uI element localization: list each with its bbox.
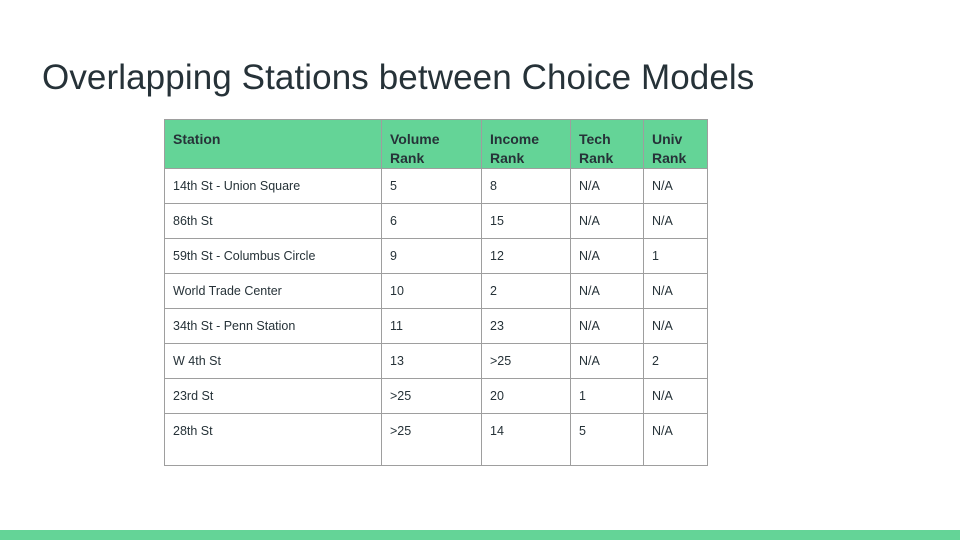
cell-income-rank: 2 — [481, 273, 571, 309]
cell-volume-rank: >25 — [381, 413, 482, 466]
cell-univ-rank: N/A — [643, 308, 708, 344]
cell-volume-rank: 13 — [381, 343, 482, 379]
station-rank-table: Station Volume Rank Income Rank Tech Ran… — [164, 119, 708, 466]
header-volume-rank: Volume Rank — [381, 119, 482, 169]
cell-volume-rank: 11 — [381, 308, 482, 344]
cell-station: 23rd St — [164, 378, 382, 414]
cell-univ-rank: N/A — [643, 413, 708, 466]
cell-station: 59th St - Columbus Circle — [164, 238, 382, 274]
table-row: 23rd St >25 20 1 N/A — [164, 378, 708, 414]
cell-income-rank: 23 — [481, 308, 571, 344]
cell-volume-rank: 9 — [381, 238, 482, 274]
header-label-line1: Volume — [390, 131, 440, 147]
cell-station: 86th St — [164, 203, 382, 239]
header-univ-rank: Univ Rank — [643, 119, 708, 169]
cell-station: 34th St - Penn Station — [164, 308, 382, 344]
cell-univ-rank: 2 — [643, 343, 708, 379]
table-row: 28th St >25 14 5 N/A — [164, 413, 708, 466]
cell-income-rank: 14 — [481, 413, 571, 466]
header-label-line2: Rank — [652, 150, 687, 166]
cell-tech-rank: N/A — [570, 203, 644, 239]
cell-tech-rank: N/A — [570, 343, 644, 379]
header-label-line2: Rank — [490, 150, 525, 166]
cell-tech-rank: N/A — [570, 273, 644, 309]
cell-station: World Trade Center — [164, 273, 382, 309]
cell-univ-rank: N/A — [643, 378, 708, 414]
header-station: Station — [164, 119, 382, 169]
cell-tech-rank: 5 — [570, 413, 644, 466]
cell-tech-rank: N/A — [570, 238, 644, 274]
cell-income-rank: >25 — [481, 343, 571, 379]
cell-volume-rank: 10 — [381, 273, 482, 309]
slide-title: Overlapping Stations between Choice Mode… — [42, 58, 755, 97]
table-row: 59th St - Columbus Circle 9 12 N/A 1 — [164, 238, 708, 274]
cell-univ-rank: N/A — [643, 273, 708, 309]
cell-univ-rank: N/A — [643, 168, 708, 204]
cell-station: 14th St - Union Square — [164, 168, 382, 204]
header-label-line1: Income — [490, 131, 540, 147]
table-row: 14th St - Union Square 5 8 N/A N/A — [164, 168, 708, 204]
cell-station: 28th St — [164, 413, 382, 466]
header-label-line2: Rank — [579, 150, 614, 166]
header-label-line1: Tech — [579, 131, 611, 147]
cell-univ-rank: 1 — [643, 238, 708, 274]
header-label-line1: Univ — [652, 131, 683, 147]
footer-accent-bar — [0, 530, 960, 540]
header-station-label: Station — [173, 131, 221, 147]
table-row: 86th St 6 15 N/A N/A — [164, 203, 708, 239]
table-row: 34th St - Penn Station 11 23 N/A N/A — [164, 308, 708, 344]
header-label-line2: Rank — [390, 150, 425, 166]
cell-tech-rank: 1 — [570, 378, 644, 414]
cell-volume-rank: 6 — [381, 203, 482, 239]
cell-univ-rank: N/A — [643, 203, 708, 239]
table-header-row: Station Volume Rank Income Rank Tech Ran… — [164, 119, 708, 169]
cell-income-rank: 20 — [481, 378, 571, 414]
cell-tech-rank: N/A — [570, 168, 644, 204]
cell-income-rank: 8 — [481, 168, 571, 204]
table-row: W 4th St 13 >25 N/A 2 — [164, 343, 708, 379]
cell-station: W 4th St — [164, 343, 382, 379]
header-income-rank: Income Rank — [481, 119, 571, 169]
cell-income-rank: 15 — [481, 203, 571, 239]
table-row: World Trade Center 10 2 N/A N/A — [164, 273, 708, 309]
cell-income-rank: 12 — [481, 238, 571, 274]
cell-volume-rank: 5 — [381, 168, 482, 204]
cell-volume-rank: >25 — [381, 378, 482, 414]
cell-tech-rank: N/A — [570, 308, 644, 344]
header-tech-rank: Tech Rank — [570, 119, 644, 169]
